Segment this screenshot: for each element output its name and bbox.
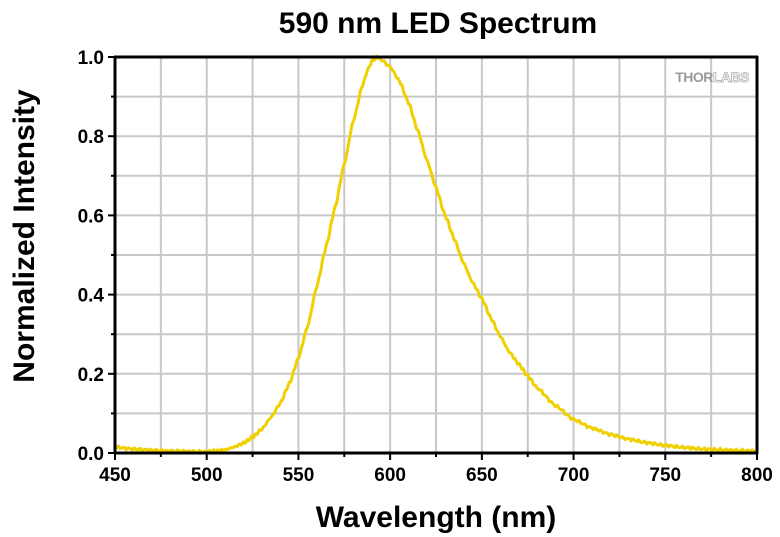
y-axis-label: Normalized Intensity — [8, 89, 41, 383]
series-line-0 — [114, 54, 759, 455]
grid-lines — [115, 57, 757, 453]
svg-text:THORLABS: THORLABS — [675, 69, 749, 85]
y-tick-label-0: 0.0 — [78, 444, 104, 465]
x-tick-label-650: 650 — [466, 465, 498, 486]
x-tick-label-550: 550 — [283, 465, 315, 486]
thorlabs-logo: THORLABS — [675, 69, 750, 86]
axis-ticks — [108, 56, 758, 460]
y-tick-label-0.6: 0.6 — [78, 206, 104, 227]
y-tick-labels: 0.0 0.2 0.4 0.6 0.8 1.0 — [78, 48, 105, 465]
x-tick-label-700: 700 — [558, 465, 590, 486]
y-tick-label-0.2: 0.2 — [78, 365, 104, 386]
chart-title: 590 nm LED Spectrum — [279, 7, 597, 40]
y-tick-label-1: 1.0 — [78, 48, 104, 69]
x-tick-label-600: 600 — [374, 465, 406, 486]
x-tick-label-450: 450 — [99, 465, 131, 486]
x-tick-label-800: 800 — [741, 465, 773, 486]
logo-text-thor: THOR — [675, 69, 713, 85]
x-tick-labels: 450 500 550 600 650 700 750 800 — [99, 465, 773, 486]
x-tick-label-500: 500 — [191, 465, 223, 486]
x-axis-label: Wavelength (nm) — [316, 501, 557, 534]
y-tick-label-0.4: 0.4 — [78, 286, 105, 307]
x-tick-label-750: 750 — [649, 465, 681, 486]
y-tick-label-0.8: 0.8 — [78, 127, 104, 148]
logo-text-labs: LABS — [713, 69, 749, 85]
